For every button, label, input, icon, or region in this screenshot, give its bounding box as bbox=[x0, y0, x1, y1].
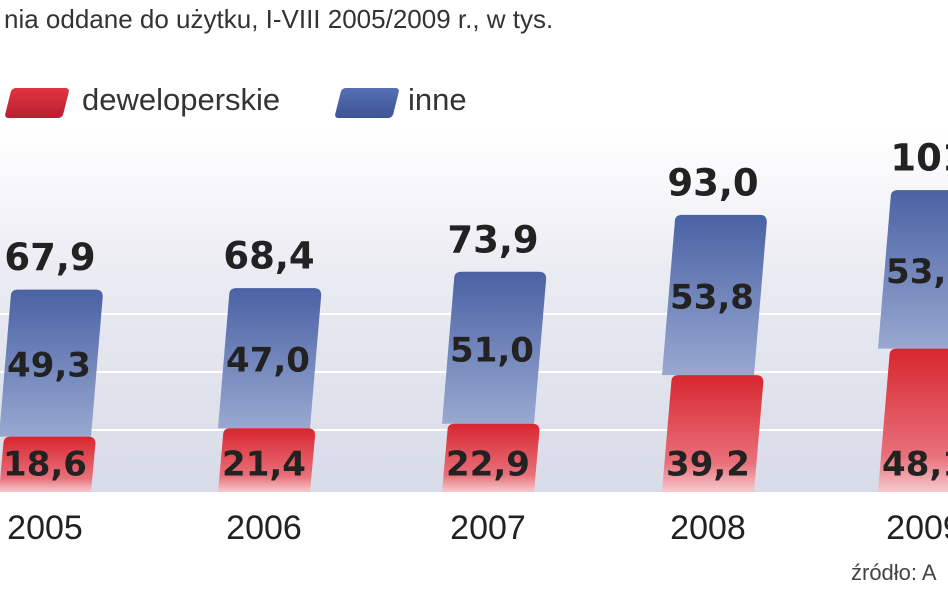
label-inne-2006: 47,0 bbox=[226, 341, 310, 381]
year-label-2009: 2009 bbox=[886, 509, 948, 547]
legend-label-deweloperskie: deweloperskie bbox=[82, 82, 281, 117]
bars bbox=[0, 190, 948, 492]
bar-inne-2009 bbox=[878, 190, 948, 349]
total-2007: 73,9 bbox=[447, 218, 538, 261]
bar-inne-2008 bbox=[662, 214, 767, 376]
total-2009: 101 bbox=[890, 137, 948, 180]
total-labels: 67,9 68,4 73,9 93,0 101 bbox=[4, 137, 948, 280]
legend-label-inne: inne bbox=[408, 82, 467, 117]
bar-deweloperskie-2009 bbox=[878, 348, 948, 492]
year-label-2008: 2008 bbox=[670, 509, 746, 547]
total-2006: 68,4 bbox=[223, 235, 314, 278]
label-deweloperskie-2005: 18,6 bbox=[3, 445, 87, 485]
label-deweloperskie-2006: 21,4 bbox=[222, 445, 306, 485]
label-deweloperskie-2007: 22,9 bbox=[446, 445, 530, 485]
bar-inne-2007 bbox=[442, 271, 547, 424]
bar-deweloperskie-2006 bbox=[218, 428, 316, 492]
label-inne-2008: 53,8 bbox=[670, 278, 754, 318]
year-label-2005: 2005 bbox=[7, 509, 83, 547]
total-2008: 93,0 bbox=[667, 161, 758, 204]
source-note: źródło: A bbox=[851, 560, 937, 585]
bar-labels: 18,6 49,3 21,4 47,0 22,9 51,0 39,2 53,8 48,1 53,2 bbox=[3, 252, 948, 485]
bar-deweloperskie-2007 bbox=[442, 423, 540, 492]
bar-deweloperskie-2008 bbox=[662, 375, 764, 492]
year-label-2006: 2006 bbox=[226, 509, 302, 547]
x-axis-labels: 2005 2006 2007 2008 2009 bbox=[7, 509, 948, 547]
bar-deweloperskie-2005 bbox=[0, 436, 96, 492]
year-label-2007: 2007 bbox=[450, 509, 526, 547]
chart-title: nia oddane do użytku, I-VIII 2005/2009 r… bbox=[4, 4, 554, 34]
bar-inne-2006 bbox=[218, 288, 322, 429]
bar-inne-2005 bbox=[0, 289, 103, 437]
label-inne-2009: 53,2 bbox=[886, 252, 948, 292]
label-inne-2005: 49,3 bbox=[7, 346, 91, 386]
total-2005: 67,9 bbox=[4, 236, 95, 279]
label-deweloperskie-2009: 48,1 bbox=[882, 445, 948, 485]
label-deweloperskie-2008: 39,2 bbox=[666, 445, 750, 485]
label-inne-2007: 51,0 bbox=[450, 330, 534, 370]
